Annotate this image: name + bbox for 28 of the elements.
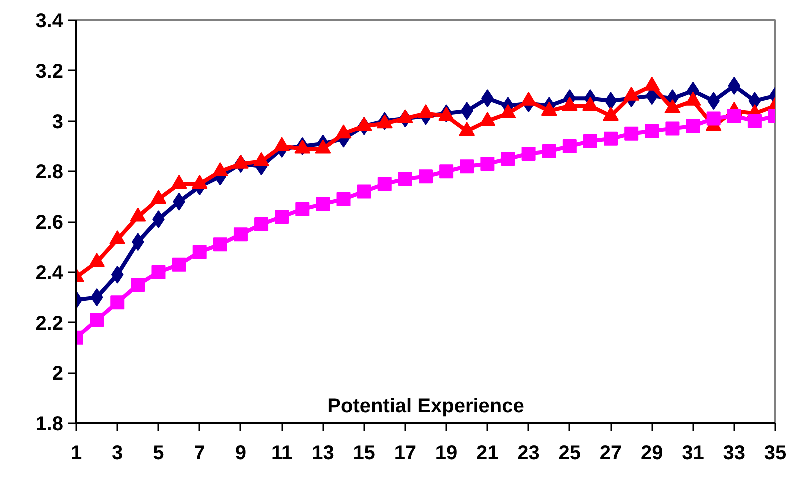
x-tick-label: 1 [70,442,82,464]
y-tick-label: 2.6 [36,212,64,234]
x-tick-label: 3 [112,442,124,464]
x-tick-label: 25 [558,442,582,464]
x-tick-label: 21 [476,442,499,464]
x-tick-label: 19 [435,442,458,464]
x-tick-label: 17 [394,442,417,464]
x-tick-label: 31 [682,442,704,464]
y-tick-label: 2.2 [36,312,64,335]
y-tick-label: 3.4 [36,10,64,32]
x-tick-label: 9 [235,442,247,464]
y-tick-label: 2.8 [36,162,64,184]
y-tick-label: 1.8 [36,414,64,436]
x-tick-label: 15 [353,442,376,464]
y-tick-label: 2.4 [36,262,64,284]
x-tick-label: 27 [600,442,622,464]
x-tick-label: 35 [764,442,787,464]
x-tick-label: 7 [194,442,206,464]
x-tick-label: 29 [641,442,664,464]
x-tick-label: 13 [312,442,334,464]
x-tick-label: 11 [272,442,293,464]
x-tick-label: 23 [518,442,540,464]
y-tick-label: 3.2 [36,60,64,83]
x-tick-label: 5 [153,442,164,464]
x-tick-label: 33 [723,442,746,464]
x-axis-title: Potential Experience [328,396,524,418]
y-tick-label: 2 [52,363,64,386]
y-tick-label: 3 [52,111,64,134]
